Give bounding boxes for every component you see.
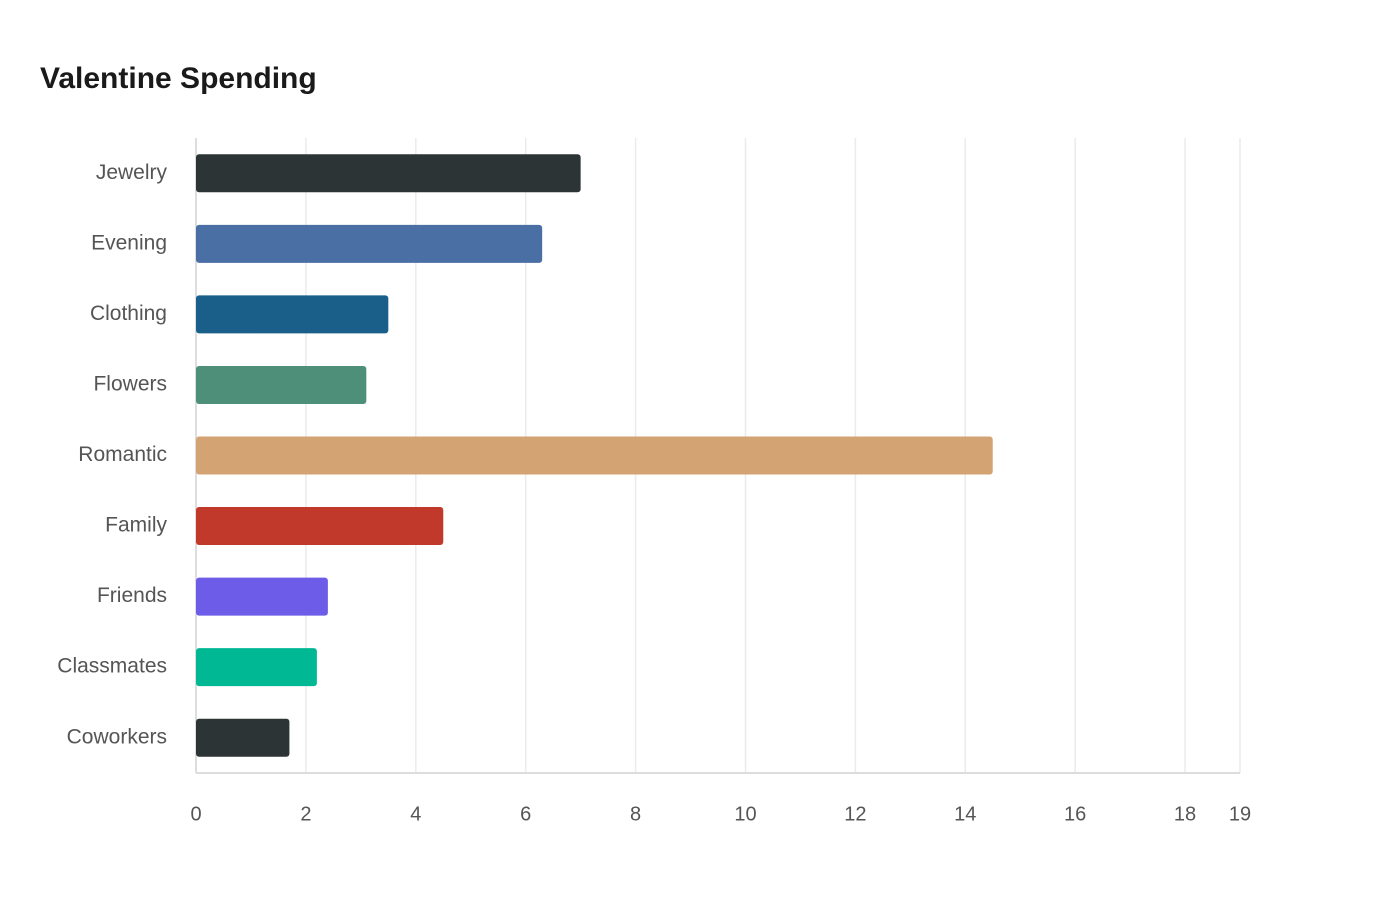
bar — [196, 295, 389, 334]
y-tick-label: Family — [105, 514, 167, 537]
chart-title: Valentine Spending — [40, 62, 317, 95]
x-tick-label: 6 — [520, 803, 531, 825]
x-tick-label: 19 — [1229, 803, 1251, 825]
bar — [196, 507, 444, 546]
y-tick-label: Classmates — [57, 655, 167, 678]
x-tick-label: 4 — [410, 803, 421, 825]
y-tick-label: Flowers — [93, 372, 167, 395]
bar — [196, 224, 543, 263]
x-tick-label: 2 — [300, 803, 311, 825]
x-tick-label: 18 — [1174, 803, 1196, 825]
bar — [196, 648, 317, 687]
bar — [196, 436, 993, 475]
y-tick-label: Romantic — [78, 443, 167, 466]
x-tick-label: 16 — [1064, 803, 1086, 825]
x-tick-label: 8 — [630, 803, 641, 825]
x-tick-label: 12 — [844, 803, 866, 825]
bar — [196, 154, 581, 193]
bar — [196, 577, 328, 616]
x-tick-label: 14 — [954, 803, 976, 825]
x-tick-label: 10 — [734, 803, 756, 825]
y-tick-label: Clothing — [90, 302, 167, 325]
bar — [196, 718, 290, 757]
x-tick-label: 0 — [190, 803, 201, 825]
y-tick-label: Friends — [97, 584, 167, 607]
y-tick-label: Coworkers — [67, 725, 167, 748]
bar — [196, 365, 367, 404]
y-tick-label: Evening — [91, 231, 167, 254]
y-tick-label: Jewelry — [96, 161, 168, 184]
